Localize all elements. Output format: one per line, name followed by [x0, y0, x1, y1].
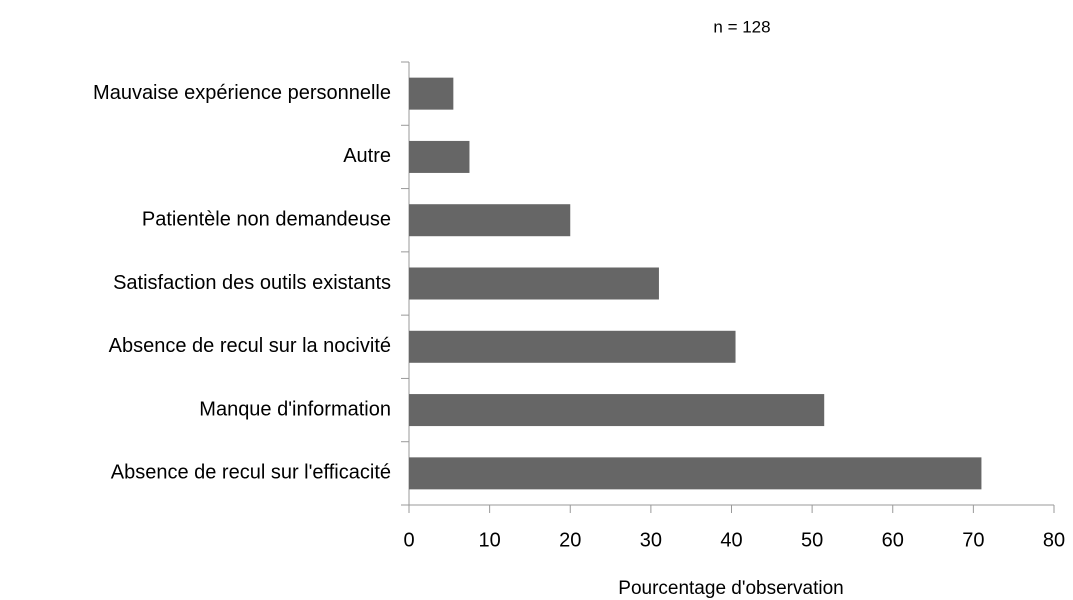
x-tick-label: 10 [479, 529, 501, 551]
y-tick-label: Absence de recul sur la nocivité [109, 335, 391, 357]
bar [409, 140, 470, 173]
x-tick-label: 40 [720, 529, 742, 551]
x-tick-label: 80 [1043, 529, 1065, 551]
y-tick-label: Mauvaise expérience personnelle [93, 82, 391, 104]
chart-subtitle: n = 128 [713, 17, 770, 36]
bar [409, 394, 825, 427]
x-tick-label: 50 [801, 529, 823, 551]
bar [409, 77, 454, 110]
x-tick-label: 0 [403, 529, 414, 551]
y-tick-label: Manque d'information [199, 398, 391, 420]
y-tick-label: Patientèle non demandeuse [142, 208, 391, 230]
bar [409, 330, 736, 363]
y-tick-label: Satisfaction des outils existants [113, 272, 391, 294]
y-tick-label: Autre [343, 145, 391, 167]
y-tick-label: Absence de recul sur l'efficacité [111, 462, 391, 484]
x-tick-label: 20 [559, 529, 581, 551]
x-tick-label: 70 [962, 529, 984, 551]
bar [409, 457, 982, 490]
x-tick-label: 60 [882, 529, 904, 551]
x-tick-label: 30 [640, 529, 662, 551]
x-axis-title: Pourcentage d'observation [618, 578, 843, 599]
bar [409, 204, 571, 237]
bar [409, 267, 659, 300]
